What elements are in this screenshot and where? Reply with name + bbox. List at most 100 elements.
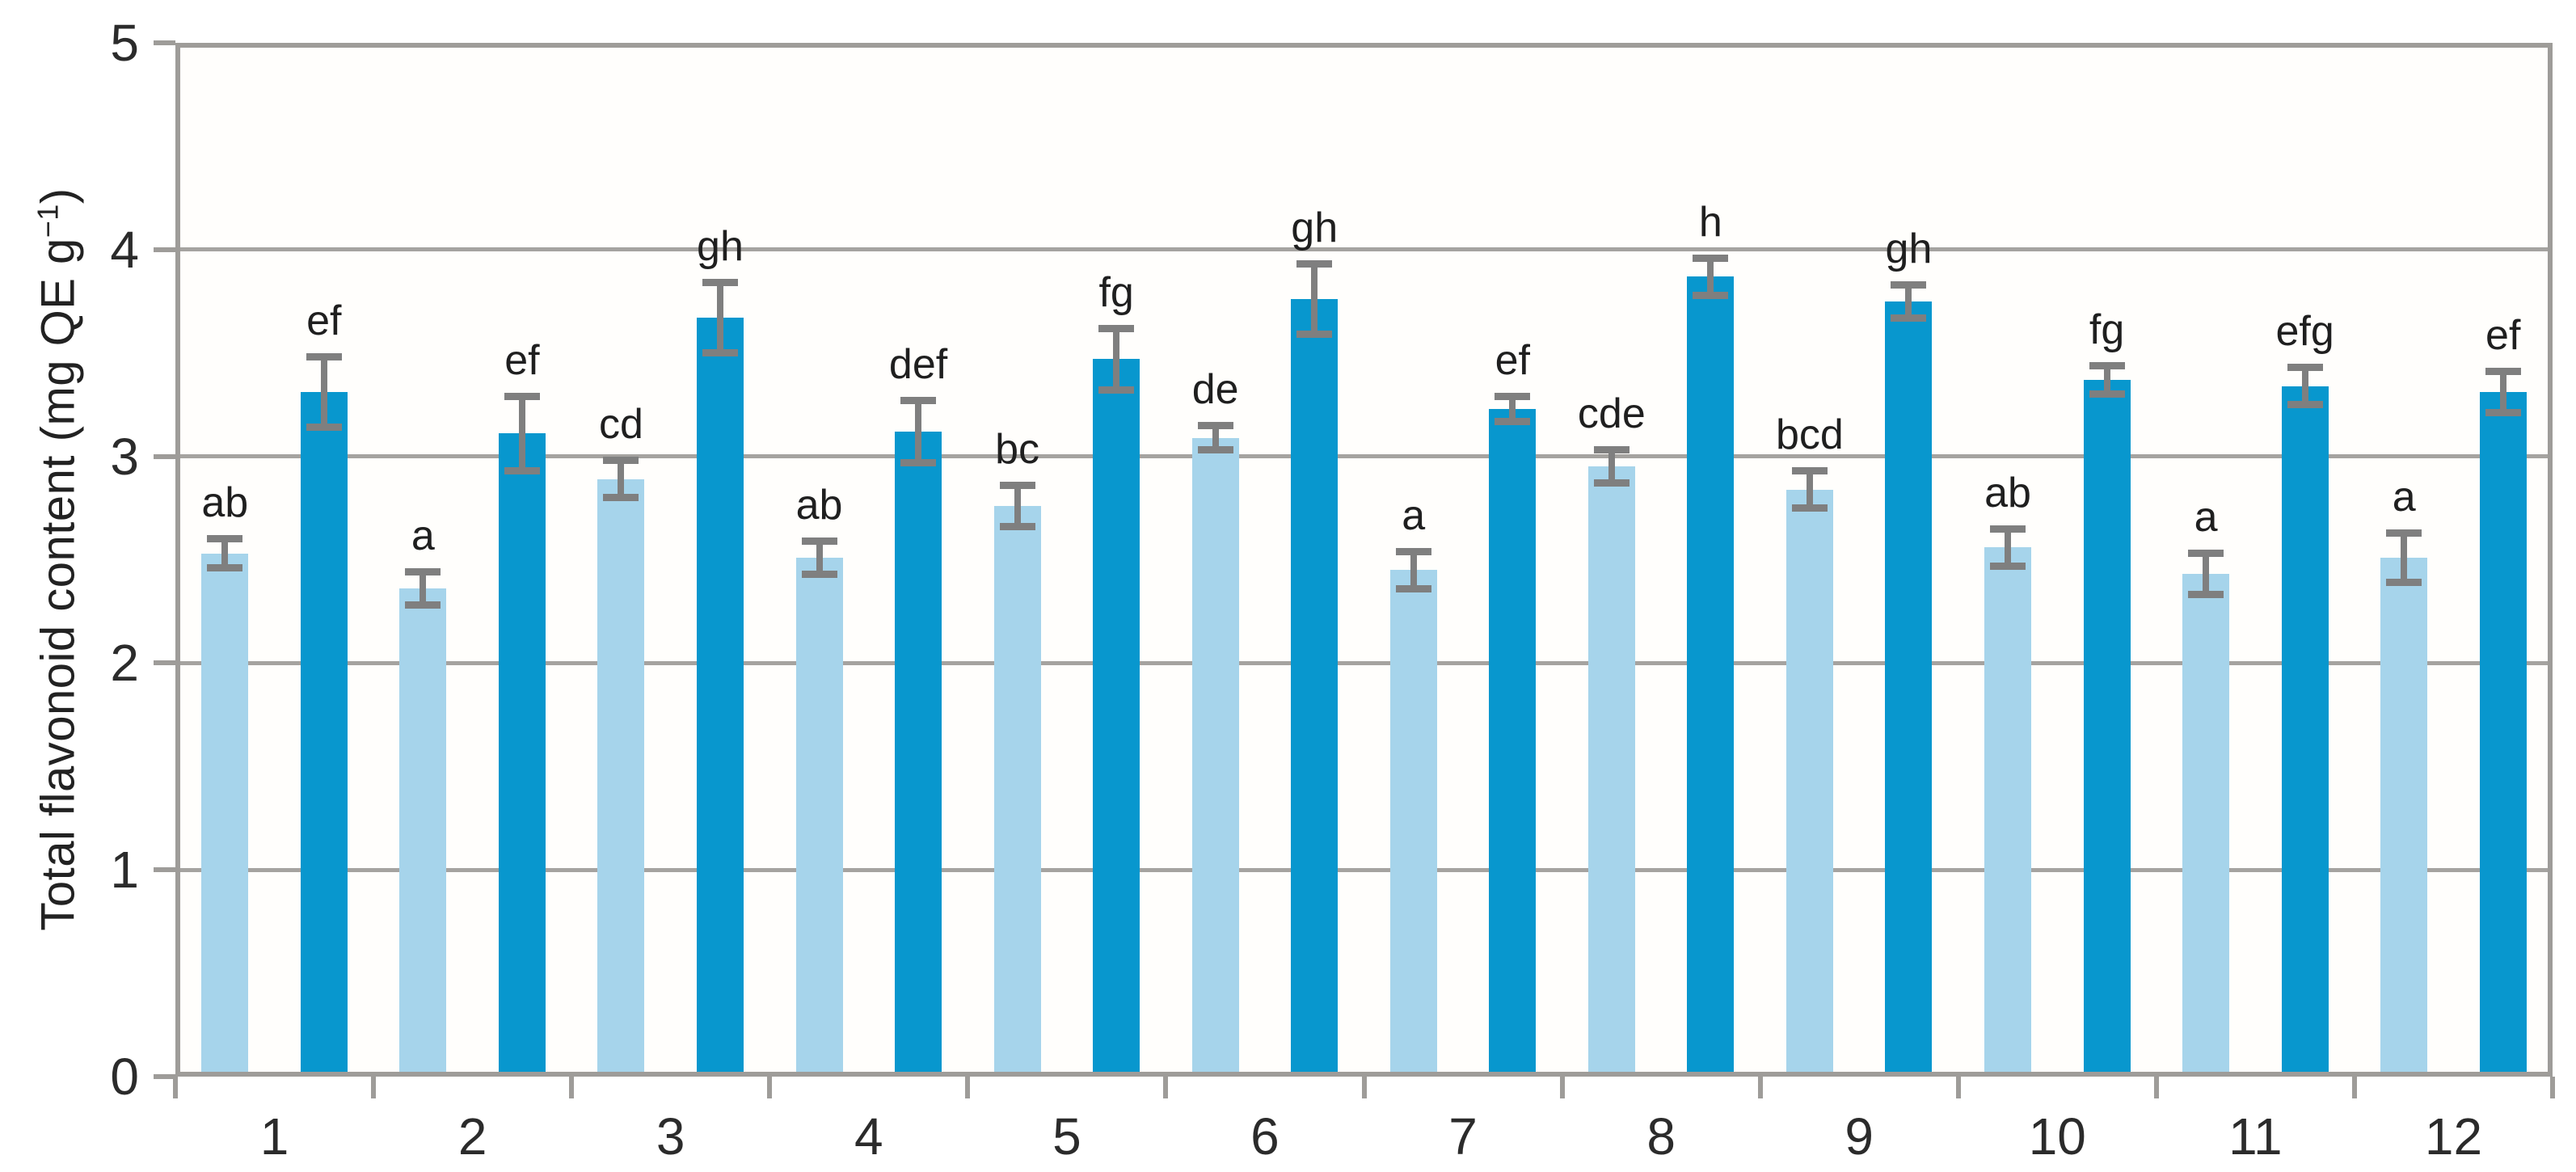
y-axis-label-3: 3 (110, 427, 139, 486)
error-bar-whisker-cat11-s1 (2203, 555, 2210, 593)
error-bar-cap-bottom-cat12-s2 (2485, 409, 2521, 417)
y-axis-label-5: 5 (110, 14, 139, 72)
x-axis-label-3: 3 (656, 1107, 685, 1166)
error-bar-cap-bottom-cat9-s2 (1891, 314, 1927, 322)
bar-light-blue-cat3 (597, 478, 645, 1072)
error-bar-cap-top-cat12-s1 (2386, 529, 2422, 537)
error-bar-cap-bottom-cat10-s2 (2089, 390, 2125, 398)
error-bar-cap-bottom-cat6-s2 (1296, 331, 1333, 339)
error-bar-cap-top-cat11-s2 (2287, 364, 2323, 372)
error-bar-whisker-cat1-s2 (320, 359, 327, 426)
error-bar-whisker-cat7-s2 (1509, 398, 1516, 419)
significance-label-cat12-s2: ef (2485, 312, 2521, 360)
error-bar-whisker-cat12-s1 (2401, 534, 2408, 581)
significance-label-cat11-s1: a (2194, 494, 2218, 542)
error-bar-whisker-cat12-s2 (2499, 373, 2506, 411)
error-bar-cap-bottom-cat7-s2 (1495, 417, 1531, 425)
y-axis-tick-5 (154, 40, 175, 45)
bar-dark-blue-cat2 (498, 433, 546, 1072)
x-axis-label-6: 6 (1250, 1107, 1280, 1166)
error-bar-whisker-cat10-s2 (2103, 367, 2110, 393)
y-axis-title-close: ) (32, 188, 85, 204)
x-axis-label-2: 2 (457, 1107, 487, 1166)
bar-light-blue-cat1 (201, 553, 249, 1072)
x-axis-label-12: 12 (2424, 1107, 2483, 1166)
error-bar-whisker-cat4-s1 (816, 543, 823, 572)
error-bar-whisker-cat6-s1 (1212, 427, 1219, 449)
significance-label-cat11-s2: efg (2275, 308, 2334, 356)
significance-label-cat2-s1: a (411, 512, 435, 560)
significance-label-cat6-s2: gh (1291, 204, 1339, 252)
x-axis-label-9: 9 (1845, 1107, 1874, 1166)
error-bar-cap-bottom-cat6-s1 (1197, 446, 1233, 454)
y-axis-tick-4 (154, 247, 175, 252)
error-bar-cap-top-cat1-s1 (207, 535, 243, 543)
significance-label-cat7-s2: ef (1495, 336, 1530, 384)
bar-dark-blue-cat8 (1687, 276, 1735, 1072)
bar-light-blue-cat12 (2380, 557, 2428, 1072)
bar-light-blue-cat11 (2182, 574, 2230, 1072)
error-bar-cap-top-cat3-s2 (702, 279, 738, 287)
bar-light-blue-cat8 (1587, 466, 1635, 1072)
x-axis-tick-7 (1559, 1077, 1565, 1098)
significance-label-cat5-s2: fg (1098, 268, 1134, 316)
error-bar-cap-bottom-cat12-s1 (2386, 579, 2422, 587)
y-axis-label-4: 4 (110, 220, 139, 279)
bar-light-blue-cat2 (399, 588, 447, 1072)
significance-label-cat9-s1: bcd (1776, 411, 1844, 459)
gridline-y2 (180, 660, 2548, 665)
bar-dark-blue-cat9 (1885, 301, 1933, 1072)
x-axis-tick-0 (173, 1077, 178, 1098)
error-bar-whisker-cat11-s2 (2301, 369, 2308, 403)
significance-label-cat6-s1: de (1191, 365, 1239, 413)
significance-label-cat12-s1: a (2392, 473, 2416, 521)
error-bar-cap-top-cat1-s2 (306, 353, 342, 361)
significance-label-cat1-s1: ab (201, 479, 249, 527)
x-axis-tick-12 (2550, 1077, 2555, 1098)
significance-label-cat7-s1: a (1402, 491, 1426, 539)
bar-dark-blue-cat11 (2281, 386, 2329, 1072)
bar-dark-blue-cat6 (1291, 299, 1339, 1072)
y-axis-label-0: 0 (110, 1048, 139, 1106)
bar-dark-blue-cat3 (696, 318, 744, 1072)
error-bar-cap-top-cat9-s2 (1891, 280, 1927, 289)
error-bar-cap-top-cat6-s1 (1197, 421, 1233, 429)
error-bar-cap-bottom-cat4-s2 (900, 458, 937, 466)
plot-area: ab a cd ab bc de a cde bcd ab a a ef ef gh def fg gh ef h gh… (175, 43, 2553, 1077)
error-bar-cap-top-cat5-s1 (999, 481, 1035, 489)
error-bar-cap-bottom-cat9-s1 (1791, 504, 1828, 512)
bar-light-blue-cat5 (993, 506, 1041, 1072)
bar-light-blue-cat10 (1984, 547, 2032, 1072)
error-bar-cap-top-cat8-s1 (1593, 446, 1629, 454)
bar-dark-blue-cat10 (2083, 379, 2131, 1072)
bar-dark-blue-cat1 (300, 392, 348, 1072)
error-bar-whisker-cat6-s2 (1311, 266, 1318, 333)
significance-label-cat8-s2: h (1698, 198, 1722, 246)
error-bar-cap-top-cat7-s2 (1495, 392, 1531, 400)
error-bar-cap-bottom-cat1-s1 (207, 564, 243, 572)
y-axis-tick-3 (154, 453, 175, 459)
x-axis-tick-9 (1955, 1077, 1961, 1098)
error-bar-cap-bottom-cat11-s1 (2188, 591, 2224, 599)
bar-light-blue-cat9 (1785, 489, 1833, 1072)
error-bar-cap-top-cat2-s2 (504, 392, 540, 400)
gridline-y3 (180, 454, 2548, 459)
error-bar-cap-bottom-cat3-s2 (702, 349, 738, 357)
error-bar-whisker-cat8-s2 (1707, 259, 1714, 293)
bar-light-blue-cat6 (1191, 437, 1239, 1072)
x-axis-tick-5 (1163, 1077, 1169, 1098)
error-bar-whisker-cat9-s1 (1806, 473, 1813, 506)
significance-label-cat9-s2: gh (1885, 225, 1933, 272)
y-axis-label-1: 1 (110, 841, 139, 900)
bar-light-blue-cat4 (795, 557, 843, 1072)
error-bar-whisker-cat3-s1 (618, 462, 625, 496)
error-bar-whisker-cat8-s1 (1608, 452, 1615, 482)
x-axis-label-1: 1 (259, 1107, 289, 1166)
x-axis-tick-11 (2351, 1077, 2357, 1098)
y-axis-tick-2 (154, 660, 175, 666)
x-axis-tick-6 (1361, 1077, 1367, 1098)
error-bar-cap-bottom-cat10-s1 (1990, 562, 2026, 570)
error-bar-cap-bottom-cat5-s1 (999, 523, 1035, 530)
x-axis-tick-1 (371, 1077, 377, 1098)
y-axis-label-2: 2 (110, 634, 139, 693)
